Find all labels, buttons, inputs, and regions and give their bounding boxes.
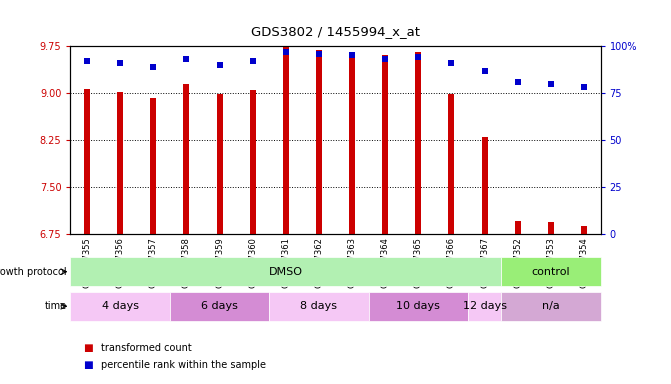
Text: 8 days: 8 days bbox=[301, 301, 338, 311]
Bar bbox=[217, 94, 223, 234]
Point bbox=[148, 64, 158, 70]
Text: growth protocol: growth protocol bbox=[0, 266, 67, 277]
Bar bbox=[170, 292, 269, 321]
Bar bbox=[150, 98, 156, 234]
Bar bbox=[548, 222, 554, 234]
Point bbox=[413, 54, 423, 60]
Point bbox=[446, 60, 457, 66]
Point bbox=[546, 81, 556, 87]
Point bbox=[578, 84, 589, 91]
Text: 6 days: 6 days bbox=[201, 301, 238, 311]
Point bbox=[513, 79, 523, 85]
Point bbox=[82, 58, 93, 64]
Bar bbox=[269, 292, 368, 321]
Bar bbox=[581, 226, 587, 234]
Point bbox=[380, 56, 391, 62]
Bar bbox=[117, 93, 123, 234]
Text: transformed count: transformed count bbox=[101, 343, 191, 353]
Bar bbox=[501, 292, 601, 321]
Text: 12 days: 12 days bbox=[462, 301, 507, 311]
Bar bbox=[368, 292, 468, 321]
Text: GDS3802 / 1455994_x_at: GDS3802 / 1455994_x_at bbox=[251, 25, 420, 38]
Bar bbox=[448, 94, 454, 234]
Point bbox=[181, 56, 192, 62]
Bar bbox=[515, 221, 521, 234]
Text: 4 days: 4 days bbox=[101, 301, 139, 311]
Point bbox=[248, 58, 258, 64]
Point bbox=[479, 68, 490, 74]
Point bbox=[214, 62, 225, 68]
Bar bbox=[84, 89, 90, 234]
Bar bbox=[382, 55, 389, 234]
Text: ■: ■ bbox=[84, 343, 97, 353]
Point bbox=[347, 52, 358, 58]
Bar bbox=[482, 137, 488, 234]
Bar bbox=[70, 257, 501, 286]
Text: control: control bbox=[531, 266, 570, 277]
Point bbox=[313, 51, 324, 57]
Bar bbox=[501, 257, 601, 286]
Text: percentile rank within the sample: percentile rank within the sample bbox=[101, 360, 266, 370]
Text: time: time bbox=[45, 301, 67, 311]
Bar bbox=[250, 90, 256, 234]
Bar bbox=[316, 50, 322, 234]
Bar bbox=[349, 52, 355, 234]
Text: n/a: n/a bbox=[542, 301, 560, 311]
Bar bbox=[468, 292, 501, 321]
Bar bbox=[415, 52, 421, 234]
Text: DMSO: DMSO bbox=[269, 266, 303, 277]
Text: 10 days: 10 days bbox=[397, 301, 440, 311]
Bar bbox=[70, 292, 170, 321]
Bar bbox=[282, 47, 289, 234]
Text: ■: ■ bbox=[84, 360, 97, 370]
Point bbox=[115, 60, 125, 66]
Bar bbox=[183, 84, 189, 234]
Point bbox=[280, 49, 291, 55]
